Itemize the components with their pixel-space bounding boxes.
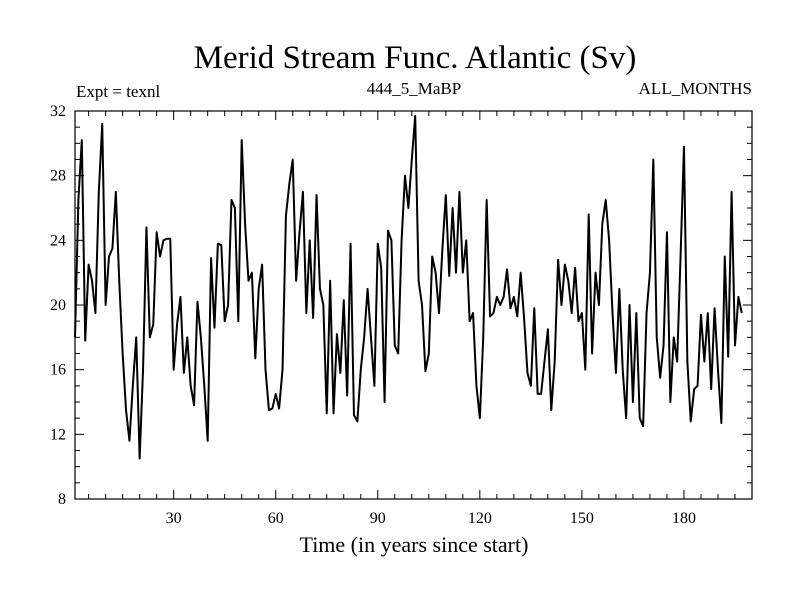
y-tick-label: 12 bbox=[50, 426, 66, 443]
series-group bbox=[74, 114, 743, 460]
y-tick-label: 8 bbox=[58, 491, 66, 508]
chart-title: Merid Stream Func. Atlantic (Sv) bbox=[194, 40, 637, 76]
x-tick-label: 60 bbox=[268, 510, 284, 527]
x-tick-label: 90 bbox=[370, 510, 386, 527]
y-tick-label: 24 bbox=[50, 232, 66, 249]
months-label: ALL_MONTHS bbox=[639, 79, 752, 98]
x-tick-label: 180 bbox=[672, 510, 696, 527]
run-label: 444_5_MaBP bbox=[367, 79, 461, 98]
y-tick-label: 28 bbox=[50, 168, 66, 185]
x-tick-label: 30 bbox=[166, 510, 182, 527]
y-tick-label: 20 bbox=[50, 297, 66, 314]
plot-frame bbox=[74, 110, 753, 500]
x-tick-label: 150 bbox=[570, 510, 594, 527]
x-axis-label: Time (in years since start) bbox=[300, 532, 529, 557]
x-tick-label: 120 bbox=[468, 510, 492, 527]
experiment-label: Expt = texnl bbox=[76, 82, 160, 101]
y-tick-label: 16 bbox=[50, 362, 66, 379]
series-line bbox=[74, 114, 743, 460]
y-tick-label: 32 bbox=[50, 103, 66, 120]
axis-ticks: 30 60 90 120 150 180 8 12 16 20 24 28 32 bbox=[50, 103, 752, 527]
